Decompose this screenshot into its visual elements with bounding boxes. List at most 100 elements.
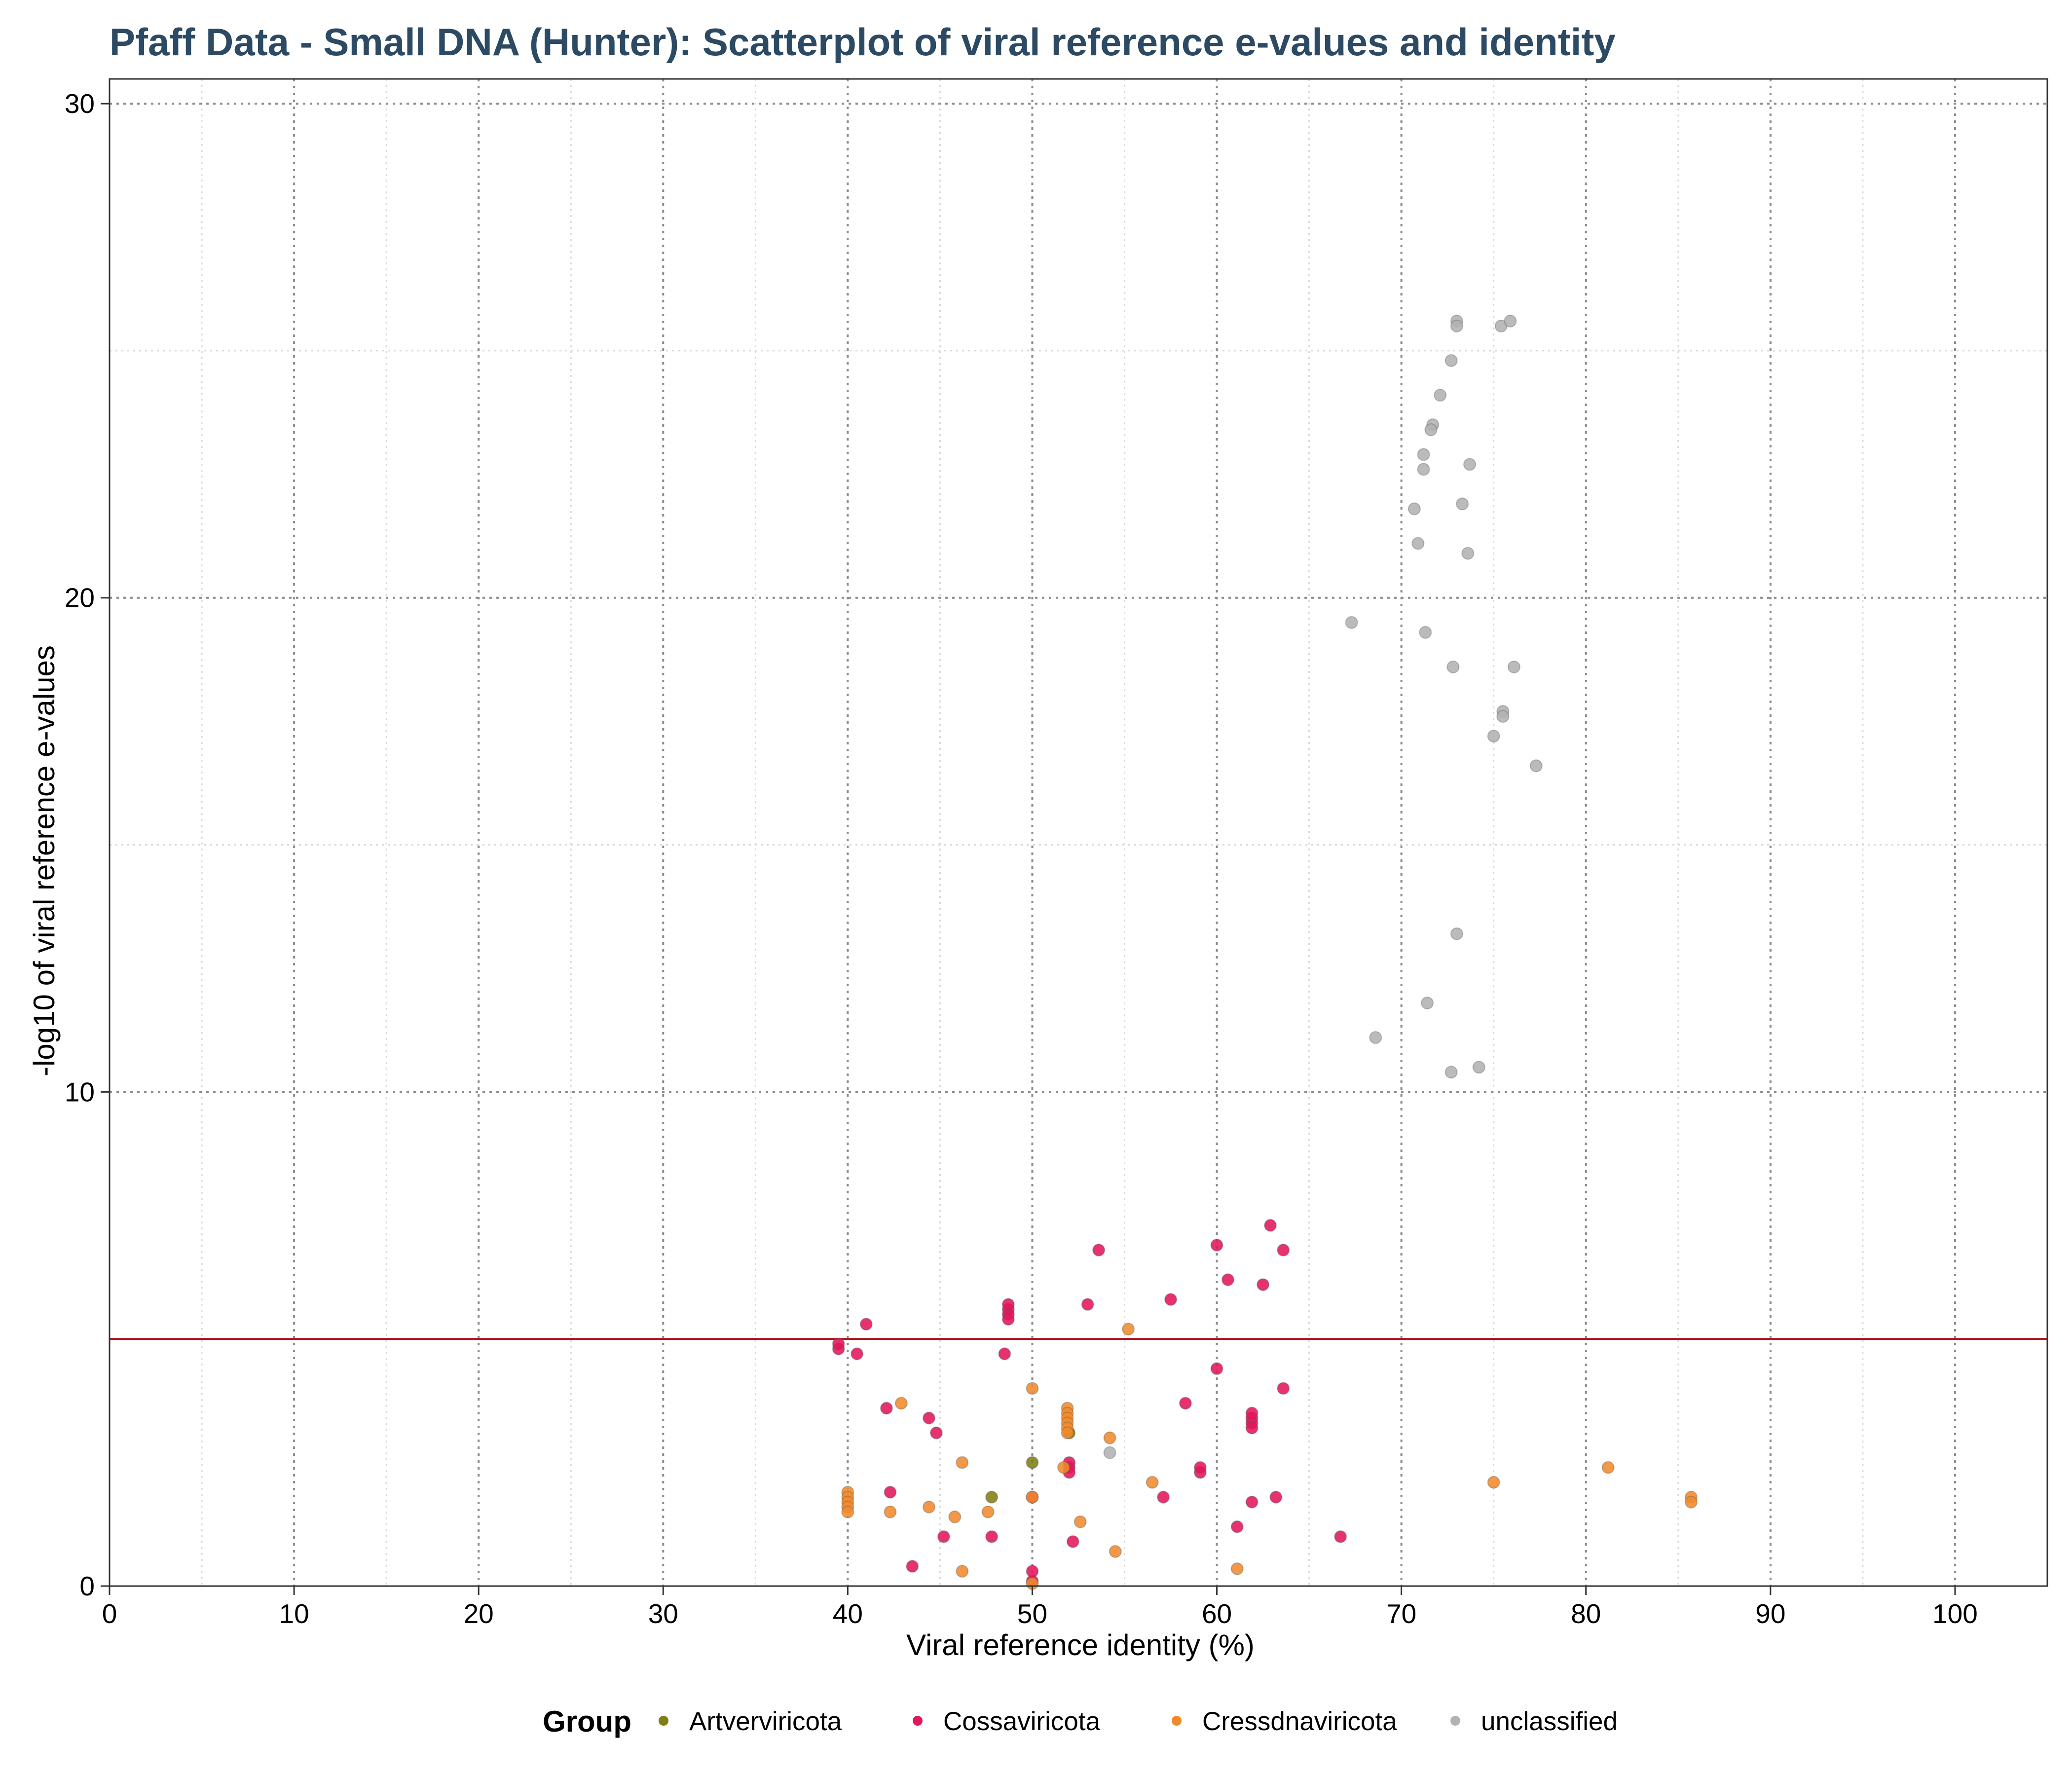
x-tick-label: 40	[833, 1598, 863, 1629]
data-point	[1496, 710, 1510, 723]
data-point	[1334, 1530, 1347, 1543]
x-tick-label: 70	[1386, 1598, 1416, 1629]
legend-marker	[1450, 1716, 1460, 1726]
data-point	[1277, 1243, 1290, 1257]
legend-title: Group	[543, 1705, 631, 1738]
legend-marker	[659, 1716, 668, 1726]
data-point	[1345, 616, 1358, 629]
data-point	[884, 1485, 897, 1499]
data-point	[1277, 1382, 1290, 1395]
data-point	[1230, 1562, 1244, 1575]
data-point	[1103, 1446, 1116, 1459]
data-point	[1444, 1066, 1458, 1079]
data-point	[1487, 1476, 1500, 1489]
data-point	[851, 1347, 864, 1361]
data-point	[1269, 1490, 1283, 1504]
data-point	[1411, 537, 1425, 550]
data-point	[1001, 1313, 1015, 1326]
data-point	[1456, 497, 1469, 511]
data-point	[1507, 660, 1520, 673]
data-point	[1601, 1461, 1615, 1474]
data-point	[1230, 1520, 1244, 1533]
data-point	[1487, 730, 1500, 743]
chart-title: Pfaff Data - Small DNA (Hunter): Scatter…	[110, 20, 1616, 64]
data-point	[1417, 463, 1430, 476]
data-point	[1419, 626, 1432, 639]
data-point	[1193, 1461, 1207, 1474]
data-point	[1369, 1031, 1382, 1044]
legend-item-label: unclassified	[1481, 1707, 1618, 1736]
data-point	[1444, 354, 1458, 367]
data-point	[1073, 1515, 1087, 1528]
data-point	[1179, 1397, 1192, 1410]
y-tick-label: 10	[65, 1076, 95, 1107]
data-point	[894, 1397, 908, 1410]
data-point	[1146, 1476, 1159, 1489]
series-cressdnaviricota	[841, 1323, 1698, 1590]
data-point	[1463, 458, 1477, 471]
data-point	[1157, 1490, 1170, 1504]
data-point	[1164, 1293, 1178, 1306]
data-point	[1494, 319, 1508, 333]
data-point	[1026, 1490, 1039, 1504]
data-point	[1210, 1362, 1223, 1375]
data-point	[1066, 1535, 1079, 1548]
data-point	[1424, 423, 1438, 437]
data-point	[884, 1505, 897, 1518]
data-point	[1434, 389, 1447, 402]
data-point	[929, 1426, 943, 1440]
data-point	[1081, 1298, 1094, 1311]
data-point	[832, 1337, 845, 1351]
legend-item-label: Cressdnaviricota	[1202, 1707, 1397, 1736]
data-point	[1446, 660, 1460, 673]
data-point	[1504, 314, 1517, 328]
data-point	[937, 1530, 950, 1543]
x-tick-label: 90	[1755, 1598, 1785, 1629]
data-point	[1461, 547, 1475, 560]
data-point	[1092, 1243, 1106, 1257]
data-point	[1407, 502, 1421, 516]
data-points	[832, 314, 1698, 1590]
legend-marker	[913, 1716, 923, 1726]
data-point	[985, 1530, 999, 1543]
legend-marker	[1172, 1716, 1182, 1726]
data-point	[1026, 1456, 1039, 1469]
legend-item-label: Cossaviricota	[943, 1707, 1101, 1736]
data-point	[981, 1505, 995, 1518]
data-point	[985, 1490, 999, 1504]
data-point	[1417, 448, 1430, 461]
x-axis-ticks: 0 10 20 30 40 50 60 70 80 90 100	[102, 1586, 1978, 1629]
series-cossaviricota	[832, 1219, 1347, 1588]
data-point	[956, 1456, 969, 1469]
data-point	[948, 1510, 962, 1523]
data-point	[1001, 1298, 1015, 1311]
data-point	[1421, 997, 1434, 1010]
y-axis-label: -log10 of viral reference e-values	[28, 645, 61, 1076]
data-point	[1257, 1278, 1270, 1291]
x-tick-label: 0	[102, 1598, 117, 1629]
x-tick-label: 30	[648, 1598, 678, 1629]
data-point	[922, 1500, 935, 1514]
plot-border	[109, 78, 2048, 1587]
data-point	[1245, 1421, 1258, 1435]
legend: Group Artverviricota Cossaviricota Cressdn…	[543, 1705, 1618, 1738]
data-point	[1122, 1323, 1135, 1336]
data-point	[1221, 1273, 1235, 1286]
minor-gridlines	[110, 79, 2047, 1586]
data-point	[1529, 759, 1543, 773]
data-point	[922, 1411, 935, 1425]
data-point	[1264, 1219, 1277, 1232]
data-point	[906, 1559, 919, 1573]
data-point	[1450, 319, 1463, 333]
y-tick-label: 0	[79, 1571, 95, 1601]
x-axis-label: Viral reference identity (%)	[906, 1628, 1255, 1662]
major-gridlines	[110, 79, 2047, 1586]
series-unclassified	[1103, 314, 1543, 1459]
data-point	[1472, 1061, 1485, 1074]
data-point	[880, 1402, 893, 1415]
y-tick-label: 30	[65, 88, 95, 119]
y-tick-label: 20	[65, 583, 95, 613]
data-point	[859, 1318, 873, 1331]
data-point	[1103, 1431, 1116, 1444]
